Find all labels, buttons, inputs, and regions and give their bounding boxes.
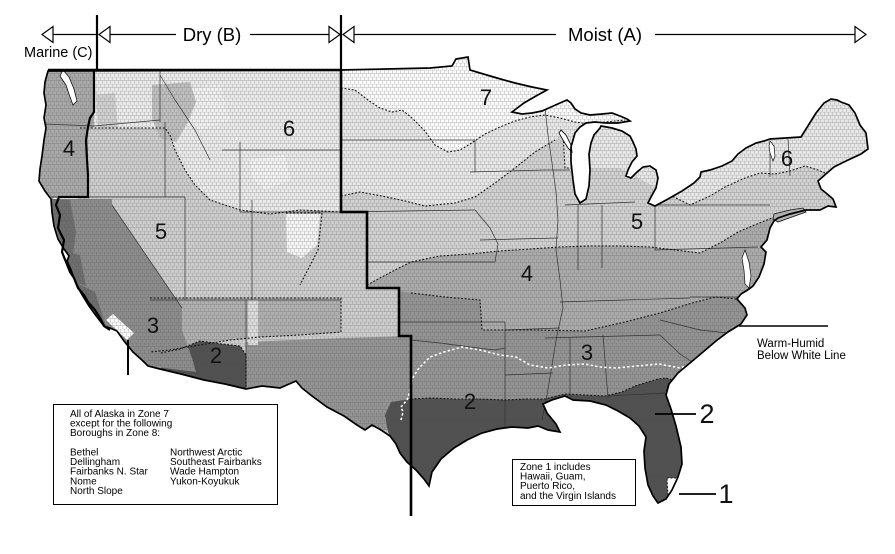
svg-text:Warm-Humid: Warm-Humid <box>757 338 824 350</box>
svg-text:North Slope: North Slope <box>70 486 123 497</box>
svg-text:Wade Hampton: Wade Hampton <box>170 467 239 478</box>
svg-text:Northwest Arctic: Northwest Arctic <box>170 448 242 459</box>
svg-text:except for the following: except for the following <box>70 419 172 430</box>
svg-text:1: 1 <box>718 479 733 509</box>
svg-text:Southeast Fairbanks: Southeast Fairbanks <box>170 457 262 468</box>
svg-text:Zone 1 includes: Zone 1 includes <box>520 462 591 473</box>
svg-text:3: 3 <box>581 340 593 365</box>
svg-text:2: 2 <box>699 399 714 429</box>
svg-text:Dry (B): Dry (B) <box>183 24 242 45</box>
svg-text:and the Virgin Islands: and the Virgin Islands <box>520 491 616 502</box>
svg-text:All of Alaska in Zone 7: All of Alaska in Zone 7 <box>70 409 169 420</box>
svg-text:Below White Line: Below White Line <box>757 350 846 362</box>
svg-text:6: 6 <box>781 146 793 171</box>
svg-text:Fairbanks N. Star: Fairbanks N. Star <box>70 467 148 478</box>
svg-text:5: 5 <box>631 209 643 234</box>
svg-text:3: 3 <box>147 313 159 338</box>
svg-text:7: 7 <box>480 85 492 110</box>
svg-text:Dellingham: Dellingham <box>70 457 120 468</box>
svg-text:Yukon-Koyukuk: Yukon-Koyukuk <box>170 476 240 487</box>
svg-text:Moist (A): Moist (A) <box>568 24 642 45</box>
svg-text:Marine (C): Marine (C) <box>24 45 92 61</box>
svg-text:Hawaii, Guam,: Hawaii, Guam, <box>520 472 586 483</box>
svg-text:2: 2 <box>210 343 222 368</box>
svg-text:4: 4 <box>521 261 533 286</box>
svg-text:6: 6 <box>283 116 295 141</box>
svg-text:Puerto Rico,: Puerto Rico, <box>520 481 575 492</box>
svg-text:2: 2 <box>464 389 476 414</box>
svg-text:Bethel: Bethel <box>70 448 98 459</box>
svg-text:4: 4 <box>63 136 75 161</box>
svg-text:Nome: Nome <box>70 476 97 487</box>
svg-text:5: 5 <box>155 219 167 244</box>
svg-text:Boroughs in Zone 8:: Boroughs in Zone 8: <box>70 428 160 439</box>
